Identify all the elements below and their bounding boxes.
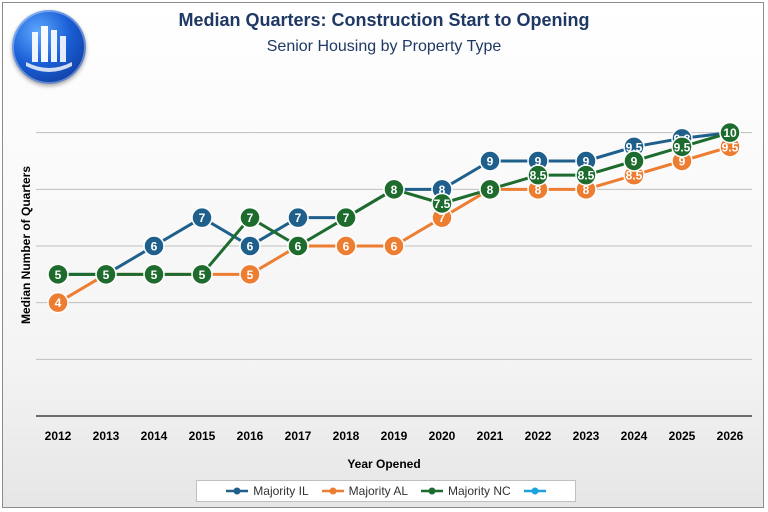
- data-label: 7: [247, 211, 254, 225]
- legend-item: Majority AL: [321, 484, 408, 498]
- x-tick-label: 2017: [285, 429, 312, 443]
- data-label: 5: [199, 268, 206, 282]
- data-point: [239, 263, 261, 286]
- data-point: [287, 206, 309, 229]
- x-tick-label: 2020: [429, 429, 456, 443]
- data-label: 5: [55, 268, 62, 282]
- data-point: [431, 192, 453, 215]
- data-label: 7: [199, 211, 206, 225]
- data-label: 8: [439, 183, 446, 197]
- data-label: 4: [55, 296, 62, 310]
- data-label: 8.5: [530, 169, 547, 183]
- legend-item: Majority IL: [225, 484, 309, 498]
- data-label: 8: [535, 183, 542, 197]
- data-label: 7: [295, 211, 302, 225]
- data-label: 9: [679, 155, 686, 169]
- data-label: 6: [295, 240, 302, 254]
- data-point: [383, 235, 405, 257]
- chart-legend: Majority IL Majority AL Majority NC: [196, 480, 576, 502]
- legend-label: Majority IL: [253, 484, 309, 498]
- data-label: 8.5: [626, 169, 643, 183]
- data-point: [479, 150, 501, 172]
- x-tick-label: 2022: [525, 429, 552, 443]
- data-point: [383, 178, 405, 201]
- chart-subtitle: Senior Housing by Property Type: [266, 38, 502, 55]
- x-tick-label: 2016: [237, 429, 264, 443]
- x-tick-label: 2013: [93, 429, 120, 443]
- data-label: 9.5: [722, 140, 739, 154]
- data-point: [335, 235, 357, 257]
- legend-swatch: [226, 487, 249, 495]
- building-logo-icon: [12, 10, 86, 84]
- x-tick-label: 2024: [621, 429, 648, 443]
- data-label: 8: [391, 183, 398, 197]
- data-label: 5: [247, 268, 254, 282]
- data-point: [143, 235, 165, 257]
- data-point: [575, 164, 597, 186]
- data-label: 8: [583, 183, 590, 197]
- data-label: 7: [439, 211, 446, 225]
- x-tick-label: 2018: [333, 429, 360, 443]
- data-label: 9.5: [626, 140, 643, 154]
- data-label: 9: [583, 155, 590, 169]
- data-label: 6: [343, 240, 350, 254]
- x-tick-label: 2021: [477, 429, 504, 443]
- data-point: [287, 235, 309, 257]
- chart-title: Median Quarters: Construction Start to O…: [178, 10, 590, 30]
- x-tick-label: 2019: [381, 429, 408, 443]
- data-point: [47, 291, 69, 314]
- data-label: 7: [343, 211, 350, 225]
- data-label: 7.5: [434, 197, 451, 211]
- data-point: [239, 206, 261, 229]
- legend-swatch: [523, 487, 546, 495]
- data-point: [719, 121, 741, 144]
- data-label: 9: [535, 155, 542, 169]
- x-tick-label: 2015: [189, 429, 216, 443]
- data-point: [95, 263, 117, 286]
- data-point: [479, 178, 501, 201]
- data-point: [191, 206, 213, 229]
- data-label: 6: [391, 240, 398, 254]
- legend-swatch: [321, 487, 344, 495]
- x-tick-label: 2023: [573, 429, 600, 443]
- data-point: [191, 263, 213, 286]
- x-axis-label: Year Opened: [347, 457, 421, 471]
- x-tick-label: 2012: [45, 429, 72, 443]
- data-point: [671, 136, 693, 158]
- data-label: 8.5: [578, 169, 595, 183]
- data-label: 9.5: [674, 140, 691, 154]
- data-point: [143, 263, 165, 286]
- legend-item: Majority NC: [420, 484, 511, 498]
- data-label: 6: [151, 240, 158, 254]
- data-point: [527, 164, 549, 186]
- legend-item: [523, 485, 547, 497]
- legend-label: Majority NC: [448, 484, 511, 498]
- data-label: 5: [151, 268, 158, 282]
- data-label: 6: [247, 240, 254, 254]
- data-label: 8: [487, 183, 494, 197]
- x-tick-label: 2014: [141, 429, 168, 443]
- data-label: 5: [103, 268, 110, 282]
- data-point: [47, 263, 69, 286]
- data-label: 9: [631, 155, 638, 169]
- data-point: [335, 206, 357, 229]
- data-point: [239, 235, 261, 257]
- x-tick-label: 2025: [669, 429, 696, 443]
- series-majority-il: 5567677889999.59.810: [47, 121, 741, 286]
- x-tick-label: 2026: [717, 429, 744, 443]
- data-label: 9: [487, 155, 494, 169]
- legend-label: Majority AL: [348, 484, 409, 498]
- data-label: 10: [723, 126, 737, 140]
- data-point: [623, 150, 645, 172]
- legend-swatch: [421, 487, 444, 495]
